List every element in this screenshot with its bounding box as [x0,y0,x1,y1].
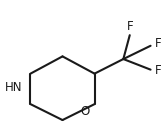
Text: F: F [126,20,133,33]
Text: F: F [155,37,162,50]
Text: O: O [81,105,90,118]
Text: HN: HN [5,81,22,94]
Text: F: F [155,64,162,77]
